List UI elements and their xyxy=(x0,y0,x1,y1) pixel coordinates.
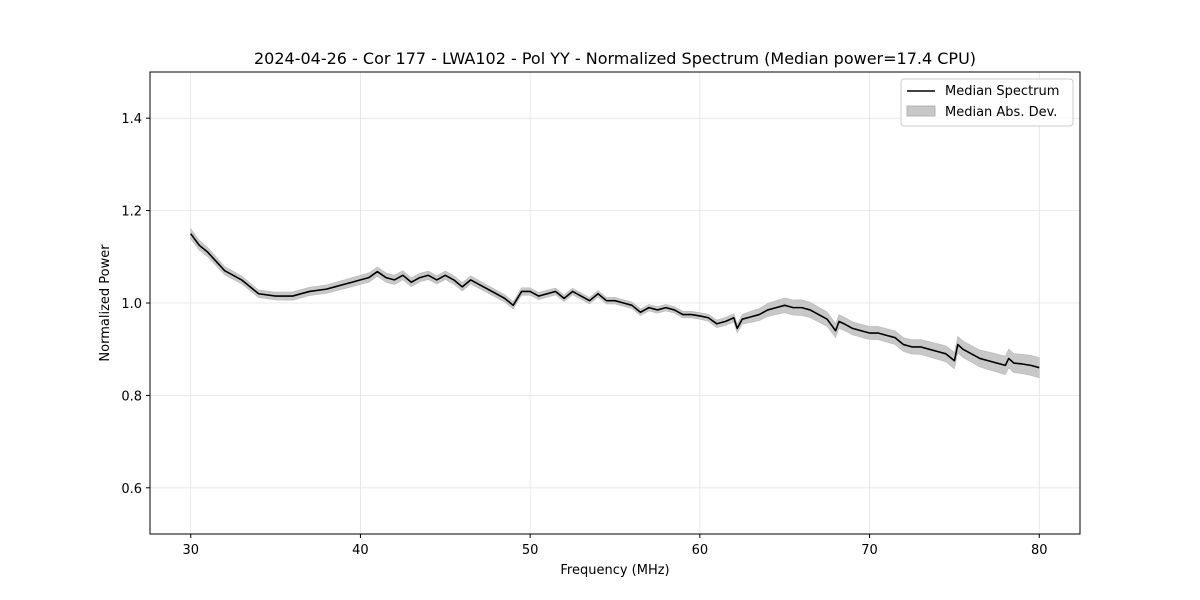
legend-entry-median-abs-dev: Median Abs. Dev. xyxy=(945,105,1057,120)
mad-band-layer xyxy=(190,227,1040,379)
median-line-layer xyxy=(190,233,1040,369)
x-axis-label: Frequency (MHz) xyxy=(560,563,669,578)
median-spectrum-line xyxy=(190,233,1040,369)
mad-band xyxy=(190,227,1040,379)
y-tick-label: 1.2 xyxy=(121,205,142,220)
legend-frame xyxy=(900,78,1074,127)
x-tick-label: 80 xyxy=(1031,543,1048,558)
x-tick-label: 40 xyxy=(352,543,369,558)
y-axis-ticks: 0.6 0.8 1.0 1.2 1.4 xyxy=(121,112,150,497)
y-tick-label: 1.4 xyxy=(121,112,142,127)
x-tick-label: 30 xyxy=(182,543,199,558)
legend-band-swatch xyxy=(906,105,936,117)
x-axis-ticks: 30 40 50 60 70 80 xyxy=(182,534,1048,558)
y-axis-label: Normalized Power xyxy=(98,244,113,362)
x-tick-label: 70 xyxy=(861,543,878,558)
x-tick-label: 60 xyxy=(692,543,709,558)
chart-title: 2024-04-26 - Cor 177 - LWA102 - Pol YY -… xyxy=(254,49,976,68)
y-tick-label: 0.6 xyxy=(121,482,142,497)
legend: Median Spectrum Median Abs. Dev. xyxy=(900,78,1074,127)
y-tick-label: 0.8 xyxy=(121,389,142,404)
x-tick-label: 50 xyxy=(522,543,539,558)
legend-entry-median-spectrum: Median Spectrum xyxy=(945,84,1059,99)
y-tick-label: 1.0 xyxy=(121,297,142,312)
